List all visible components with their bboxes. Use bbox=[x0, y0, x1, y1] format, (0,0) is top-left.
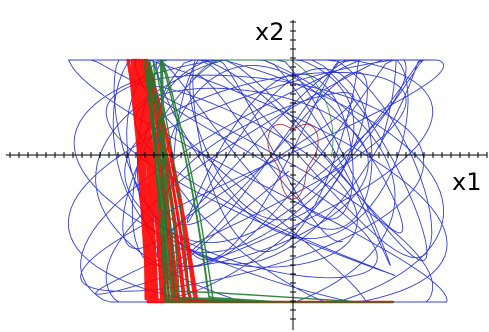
axes: x1 x2 bbox=[6, 18, 488, 330]
axis-ticks bbox=[9, 21, 488, 320]
y-axis-label: x2 bbox=[255, 18, 284, 46]
trajectory-layer bbox=[67, 58, 448, 304]
trajectory-series-5 bbox=[193, 59, 334, 158]
trajectory-series-1 bbox=[112, 59, 433, 268]
x-axis-label: x1 bbox=[452, 168, 481, 196]
trajectory-series-4 bbox=[143, 59, 394, 303]
